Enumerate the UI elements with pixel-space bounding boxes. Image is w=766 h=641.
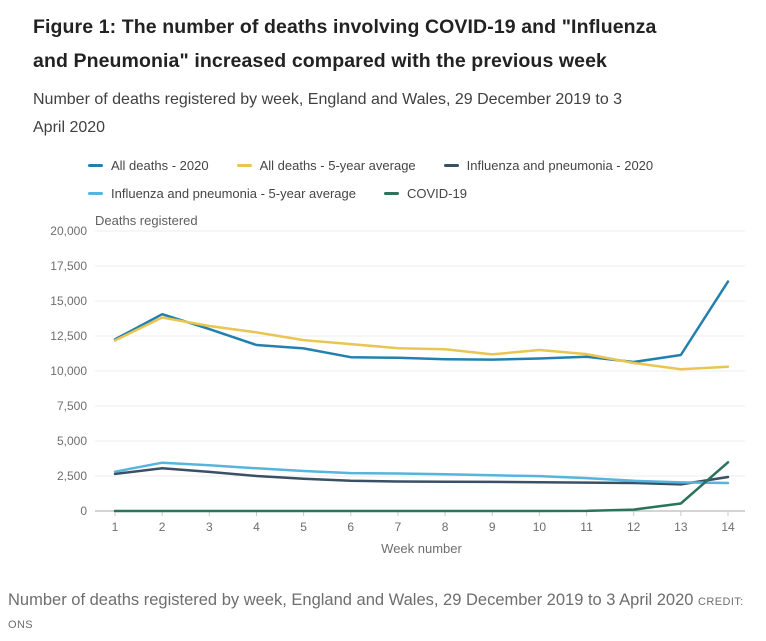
- x-axis-tick-label: 4: [253, 520, 260, 534]
- y-axis-tick-label: 12,500: [50, 329, 87, 343]
- series-line-5: [113, 461, 730, 513]
- figure-title: Figure 1: The number of deaths involving…: [33, 16, 657, 72]
- x-axis-tick-label: 5: [300, 520, 307, 534]
- x-axis-tick-label: 14: [721, 520, 735, 534]
- y-axis-tick-label: 17,500: [50, 259, 87, 273]
- legend-label: COVID-19: [407, 186, 467, 201]
- x-axis-tick-label: 13: [674, 520, 688, 534]
- legend-item-1: All deaths - 2020: [88, 158, 209, 173]
- x-axis-tick-label: 2: [159, 520, 166, 534]
- legend-label: All deaths - 5-year average: [259, 158, 416, 173]
- y-axis-tick-label: 5,000: [57, 434, 87, 448]
- x-axis-tick-label: 10: [533, 520, 547, 534]
- y-axis-tick-label: 0: [80, 504, 87, 518]
- chart-legend: All deaths - 2020 All deaths - 5-year ave…: [88, 158, 760, 201]
- series-line-2: [113, 316, 730, 371]
- legend-swatch-icon: [384, 192, 399, 195]
- legend-item-4: Influenza and pneumonia - 5-year average: [88, 186, 356, 201]
- chart-area: 0 2,500 5,000 7,500 10,000 12,500 15,000 17,500…: [35, 213, 763, 570]
- legend-swatch-icon: [236, 164, 252, 167]
- y-axis-tick-label: 15,000: [50, 294, 87, 308]
- y-axis-tick-label: 2,500: [57, 469, 87, 483]
- x-axis-tick-label: 12: [627, 520, 641, 534]
- x-axis-tick-label: 7: [395, 520, 402, 534]
- legend-swatch-icon: [88, 164, 103, 167]
- y-axis-title: Deaths registered: [95, 213, 198, 228]
- series-line-3: [113, 467, 730, 486]
- legend-item-2: All deaths - 5-year average: [236, 158, 416, 173]
- credit-label: CREDIT: ONS: [8, 596, 744, 631]
- y-axis-tick-label: 7,500: [57, 399, 87, 413]
- caption-text: Number of deaths registered by week, Eng…: [8, 591, 699, 609]
- x-axis-tick-label: 11: [580, 520, 593, 534]
- y-axis-tick-label: 10,000: [50, 364, 87, 378]
- x-axis-tick-label: 9: [489, 520, 496, 534]
- legend-swatch-icon: [88, 192, 103, 195]
- x-axis-tick-label: 6: [347, 520, 354, 534]
- x-axis-tick-label: 8: [442, 520, 449, 534]
- series-line-4: [113, 461, 730, 485]
- y-axis-tick-label: 20,000: [50, 224, 87, 238]
- legend-label: All deaths - 2020: [111, 158, 209, 173]
- legend-item-5: COVID-19: [384, 186, 467, 201]
- deaths-line-chart: 0 2,500 5,000 7,500 10,000 12,500 15,000 17,500…: [50, 213, 745, 556]
- legend-swatch-icon: [443, 164, 459, 167]
- legend-item-3: Influenza and pneumonia - 2020: [443, 158, 654, 173]
- x-axis-title: Week number: [381, 541, 462, 556]
- legend-label: Influenza and pneumonia - 5-year average: [111, 186, 356, 201]
- figure-subtitle: Number of deaths registered by week, Eng…: [33, 91, 623, 136]
- legend-label: Influenza and pneumonia - 2020: [466, 158, 654, 173]
- x-axis-tick-label: 3: [206, 520, 213, 534]
- x-axis-tick-label: 1: [112, 520, 119, 534]
- figure-caption: Number of deaths registered by week, Eng…: [8, 590, 760, 636]
